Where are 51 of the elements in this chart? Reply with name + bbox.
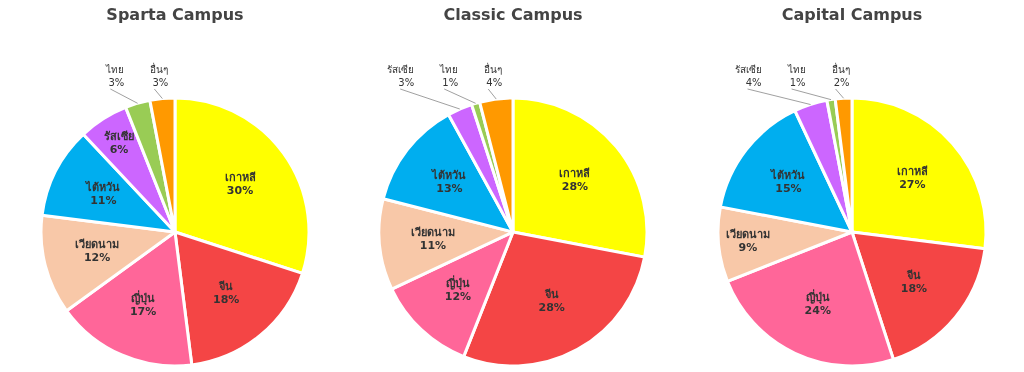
data-label: 3%	[152, 77, 169, 88]
slice-label: เกาหลี	[224, 170, 256, 184]
slice-label: รัสเซีย	[387, 64, 415, 75]
data-label: 18%	[213, 292, 240, 306]
slice-label: ญี่ปุ่น	[805, 288, 830, 305]
data-label: 6%	[109, 142, 129, 156]
slice-label: รัสเซีย	[104, 129, 134, 143]
data-label: 11%	[90, 194, 117, 208]
slice-label: ไต้หวัน	[84, 180, 121, 195]
data-label: 24%	[804, 303, 831, 317]
slice-label: รัสเซีย	[734, 64, 762, 75]
data-label: 30%	[226, 183, 254, 197]
slice-label: เวียดนาม	[75, 237, 120, 251]
slice-label: เกาหลี	[896, 164, 928, 178]
slice-label: ญี่ปุ่น	[131, 289, 156, 306]
data-label: 18%	[900, 282, 928, 296]
data-label: 4%	[486, 77, 503, 88]
slice-label: จีน	[905, 269, 921, 283]
chart-title: Sparta Campus	[106, 5, 244, 24]
slice-label: เกาหลี	[559, 166, 591, 180]
slice-label: เวียดนาม	[410, 225, 455, 239]
slice-label: ไทย	[105, 64, 125, 75]
slice-label: ญี่ปุ่น	[445, 274, 470, 291]
data-label: 9%	[738, 240, 758, 254]
data-label: 15%	[775, 181, 802, 195]
data-label: 3%	[108, 77, 125, 88]
data-label: 28%	[561, 179, 589, 193]
data-label: 1%	[789, 77, 806, 88]
data-label: 13%	[436, 181, 463, 195]
slice-label: ไทย	[439, 64, 459, 75]
data-label: 27%	[899, 177, 926, 191]
data-label: 2%	[833, 77, 850, 88]
data-label: 3%	[398, 77, 415, 88]
slice-label: จีน	[543, 288, 559, 302]
chart-title: Capital Campus	[781, 5, 923, 24]
data-label: 11%	[419, 238, 447, 252]
chart-title: Classic Campus	[443, 5, 583, 24]
slice-label: ไทย	[786, 64, 806, 75]
data-label: 1%	[442, 77, 459, 88]
data-label: 12%	[83, 250, 111, 264]
slice-label: เวียดนาม	[725, 227, 770, 241]
slice-label: อื่นๆ	[831, 62, 850, 75]
slice-label: ไต้หวัน	[430, 167, 467, 182]
data-label: 12%	[444, 289, 472, 303]
slice-label: จีน	[218, 279, 234, 293]
slice-label: อื่นๆ	[150, 62, 169, 75]
slice-label: อื่นๆ	[484, 62, 503, 75]
data-label: 4%	[745, 77, 762, 88]
slice-label: ไต้หวัน	[769, 167, 806, 182]
data-label: 17%	[129, 304, 157, 318]
data-label: 28%	[538, 301, 565, 315]
